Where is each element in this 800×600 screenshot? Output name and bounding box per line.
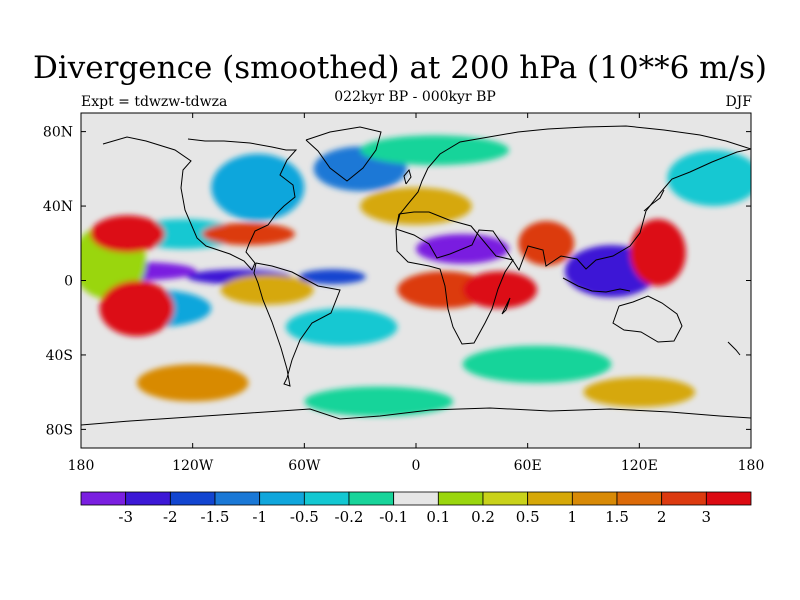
map-axes: 180 120W 60W 0 60E 120E 180 80N 40N 0 40S 80S	[43, 113, 764, 474]
colorbar-box	[393, 491, 439, 506]
divergence-contour-region	[667, 150, 751, 206]
lat-tick-label: 80N	[43, 125, 73, 141]
colorbar-label: -2	[163, 508, 178, 526]
coast-south-america	[253, 262, 341, 387]
divergence-contour-region	[360, 135, 509, 166]
divergence-contour-region	[220, 274, 314, 305]
divergence-contour-region	[462, 271, 537, 309]
lon-tick-label: 180	[738, 458, 765, 474]
coast-indonesia	[562, 277, 631, 293]
colorbar-box	[80, 491, 127, 506]
lon-tick-label: 120E	[621, 458, 658, 474]
coast-eurasia	[395, 125, 751, 272]
divergence-contour-region	[285, 308, 398, 346]
colorbar-box	[661, 491, 707, 506]
coast-greenland	[305, 126, 382, 182]
lat-tick-label: 80S	[46, 422, 73, 438]
divergence-contour-region	[360, 187, 472, 225]
coast-new-zealand	[727, 341, 741, 356]
colorbar-label: 2	[657, 508, 667, 526]
coast-britain	[403, 168, 412, 185]
divergence-contour-region	[90, 215, 165, 253]
divergence-contour-region	[298, 269, 366, 285]
colorbar-label: 1.5	[605, 508, 629, 526]
divergence-contour-region	[211, 153, 305, 221]
divergence-contour-region	[397, 271, 491, 309]
colorbar-label: -0.2	[335, 508, 364, 526]
lon-tick-label: 180	[68, 458, 95, 474]
lat-tick-label: 40S	[46, 348, 73, 364]
lon-tick-label: 60E	[514, 458, 542, 474]
coast-japan	[643, 189, 665, 212]
colorbar-box	[616, 491, 663, 506]
colorbar-box	[482, 491, 529, 506]
colorbar-box	[348, 491, 395, 506]
coastlines	[81, 125, 751, 426]
colorbar-box	[169, 491, 216, 506]
lon-tick-label: 60W	[288, 458, 321, 474]
colorbar-label: 0.2	[471, 508, 495, 526]
lat-tick-label: 40N	[43, 199, 73, 215]
colorbar-box	[437, 491, 484, 506]
colorbar-label: 1	[568, 508, 578, 526]
colorbar-box	[125, 491, 171, 506]
coast-north-america	[102, 136, 298, 271]
colorbar-label: -1.5	[201, 508, 230, 526]
colorbar-box	[214, 491, 261, 506]
experiment-label: Expt = tdwzw-tdwza	[81, 94, 228, 110]
figure-title: Divergence (smoothed) at 200 hPa (10**6 …	[33, 50, 767, 86]
coast-australia	[612, 295, 683, 343]
colorbar-label: -0.5	[290, 508, 319, 526]
colorbar-box	[303, 491, 350, 506]
divergence-contour-region	[583, 377, 696, 408]
divergence-contour-region	[462, 345, 612, 383]
colorbar-box	[527, 491, 573, 506]
lon-tick-label: 120W	[172, 458, 214, 474]
coast-africa	[395, 211, 514, 345]
divergence-contour-region	[518, 221, 575, 266]
colorbar-box	[705, 491, 752, 506]
lon-tick-label: 0	[412, 458, 421, 474]
lat-tick-label: 0	[64, 274, 73, 290]
divergence-contour-region	[630, 219, 686, 287]
divergence-contour-region	[304, 386, 454, 417]
colorbar-label: 3	[702, 508, 712, 526]
divergence-contour-region	[99, 280, 174, 337]
divergence-contour-region	[202, 222, 295, 246]
colorbar-label: 0.1	[426, 508, 450, 526]
coast-antarctica	[81, 407, 751, 426]
divergence-contour-region	[136, 364, 249, 402]
colorbar-box	[259, 491, 305, 506]
colorbar: -3 -2 -1.5 -1 -0.5 -0.2 -0.1 0.1 0.2 0.5 1 1.5 2 3	[80, 491, 752, 526]
period-label: 022kyr BP - 000kyr BP	[334, 89, 496, 105]
colorbar-box	[571, 491, 618, 506]
colorbar-label: -1	[252, 508, 267, 526]
colorbar-label: -0.1	[379, 508, 408, 526]
coast-madagascar	[501, 297, 511, 315]
season-label: DJF	[725, 94, 752, 110]
colorbar-label: -3	[118, 508, 133, 526]
colorbar-label: 0.5	[516, 508, 540, 526]
